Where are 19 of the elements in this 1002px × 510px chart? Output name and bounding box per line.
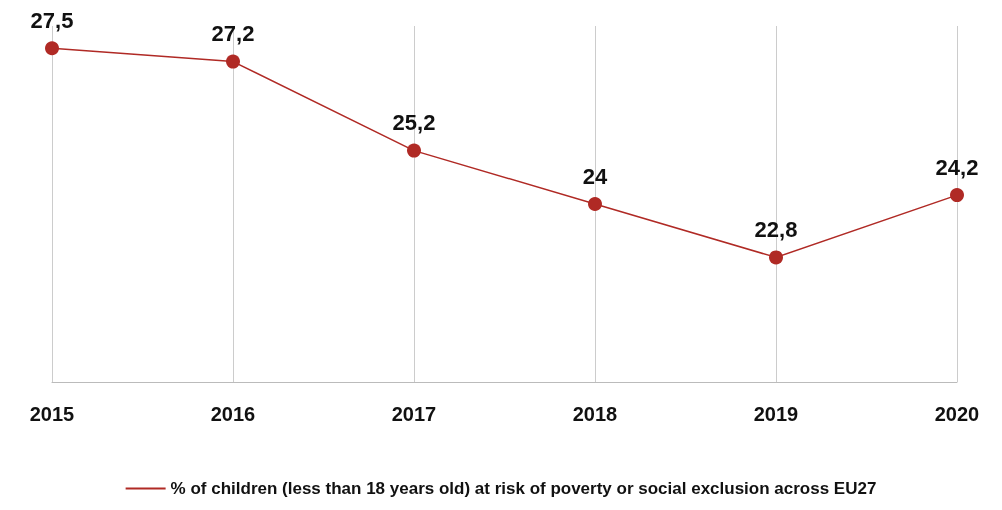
point xyxy=(769,250,783,265)
x-tick-label: 2015 xyxy=(29,403,75,425)
data-label: 25,2 xyxy=(392,110,436,136)
point xyxy=(226,54,240,69)
data-label: 22,8 xyxy=(754,216,798,242)
x-tick-label: 2019 xyxy=(753,403,799,425)
point xyxy=(407,143,421,158)
legend-label: % of children (less than 18 years old) at risk of poverty or social exclusion across EU27 xyxy=(170,479,877,498)
data-label: 24 xyxy=(582,163,608,189)
data-label: 27,5 xyxy=(30,7,74,33)
x-tick-label: 2016 xyxy=(210,403,256,425)
data-label: 27,2 xyxy=(211,21,255,47)
point xyxy=(950,188,964,203)
point xyxy=(45,41,59,56)
x-tick-label: 2018 xyxy=(572,403,618,425)
point xyxy=(588,197,602,211)
x-tick-label: 2020 xyxy=(934,403,980,425)
x-tick-label: 2017 xyxy=(391,403,437,425)
data-label: 24,2 xyxy=(935,154,979,180)
